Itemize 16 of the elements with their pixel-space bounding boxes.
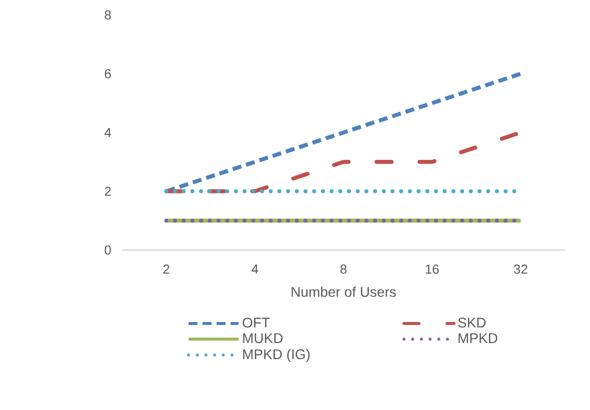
- y-tick-label: 8: [104, 10, 111, 20]
- legend-label: MPKD: [458, 333, 498, 343]
- x-tick-label: 16: [426, 264, 439, 274]
- x-tick-label: 32: [514, 264, 528, 274]
- y-tick-label: 0: [104, 245, 111, 255]
- y-tick-label: 4: [104, 128, 112, 137]
- legend-label: OFT: [242, 318, 270, 328]
- x-tick-label: 2: [163, 264, 170, 274]
- x-axis-title: Number of Users: [292, 286, 396, 297]
- x-tick-label: 8: [340, 264, 347, 274]
- legend-label: MPKD (IG): [243, 348, 310, 362]
- x-tick-label: 4: [252, 264, 258, 274]
- y-tick-label: 6: [104, 69, 111, 78]
- y-tick-label: 2: [104, 186, 111, 196]
- legend-label: MUKD: [243, 333, 283, 344]
- legend-label: SKD: [458, 318, 486, 328]
